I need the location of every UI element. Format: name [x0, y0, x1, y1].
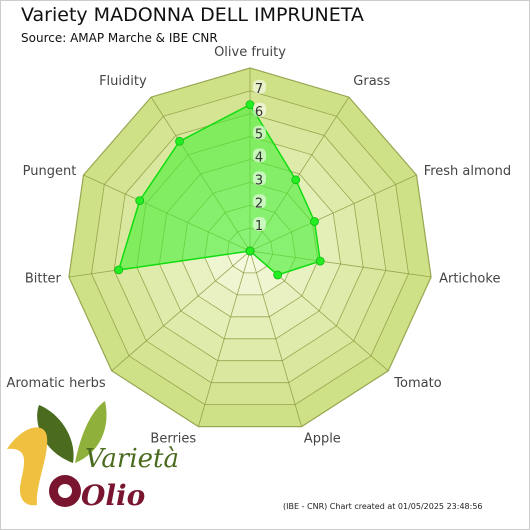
logo-word-bottom: Olio — [81, 479, 145, 512]
category-label: Bitter — [25, 272, 62, 287]
logo-leaf-light-icon — [75, 401, 107, 463]
category-label: Berries — [150, 432, 196, 447]
category-label: Tomato — [393, 376, 441, 391]
category-label: Artichoke — [439, 272, 500, 287]
data-point — [135, 196, 145, 206]
data-point — [315, 256, 325, 266]
tick-label: 4 — [255, 151, 263, 166]
category-label: Fresh almond — [424, 164, 511, 179]
tick-label-bg — [253, 194, 266, 209]
data-point — [291, 175, 301, 185]
data-point — [273, 270, 283, 280]
tick-label-bg — [253, 79, 266, 94]
tick-label-bg — [253, 148, 266, 163]
category-label: Aromatic herbs — [7, 376, 106, 391]
logo-leaf-dark-icon — [37, 405, 74, 463]
tick-label: 2 — [255, 196, 263, 211]
logo-word-top: Varietà — [85, 444, 179, 474]
tick-label: 6 — [255, 105, 263, 120]
data-point — [175, 136, 184, 146]
grid-ring — [68, 67, 432, 428]
tick-label: 5 — [255, 128, 263, 143]
data-point — [114, 265, 124, 275]
footer-credit: (IBE - CNR) Chart created at 01/05/2025 … — [283, 502, 483, 511]
category-label: Apple — [304, 432, 341, 447]
category-label: Pungent — [23, 164, 77, 179]
variety-olio-logo: Varietà Olio — [7, 401, 179, 512]
grid-spoke — [111, 250, 251, 372]
chart-title: Variety MADONNA DELL IMPRUNETA — [21, 4, 364, 26]
tick-label-bg — [253, 171, 266, 186]
tick-label: 7 — [255, 82, 263, 97]
tick-label-bg — [253, 125, 266, 140]
chart-subtitle: Source: AMAP Marche & IBE CNR — [21, 31, 218, 45]
tick-label: 1 — [255, 219, 263, 234]
logo-swoosh-icon — [7, 427, 48, 506]
category-label: Olive fruity — [214, 45, 286, 60]
data-point — [310, 217, 319, 226]
grid-spoke — [198, 250, 251, 427]
data-point — [245, 100, 255, 109]
tick-label-bg — [253, 217, 266, 232]
tick-label-bg — [253, 102, 266, 117]
grid-ring — [91, 90, 409, 406]
series-area — [117, 103, 322, 276]
grid-spoke — [249, 250, 302, 427]
tick-label: 3 — [255, 173, 263, 188]
data-point — [245, 246, 255, 256]
category-label: Grass — [353, 74, 390, 89]
logo-o-inner-icon — [58, 484, 72, 498]
category-label: Fluidity — [99, 74, 147, 89]
grid-ring — [113, 113, 387, 384]
